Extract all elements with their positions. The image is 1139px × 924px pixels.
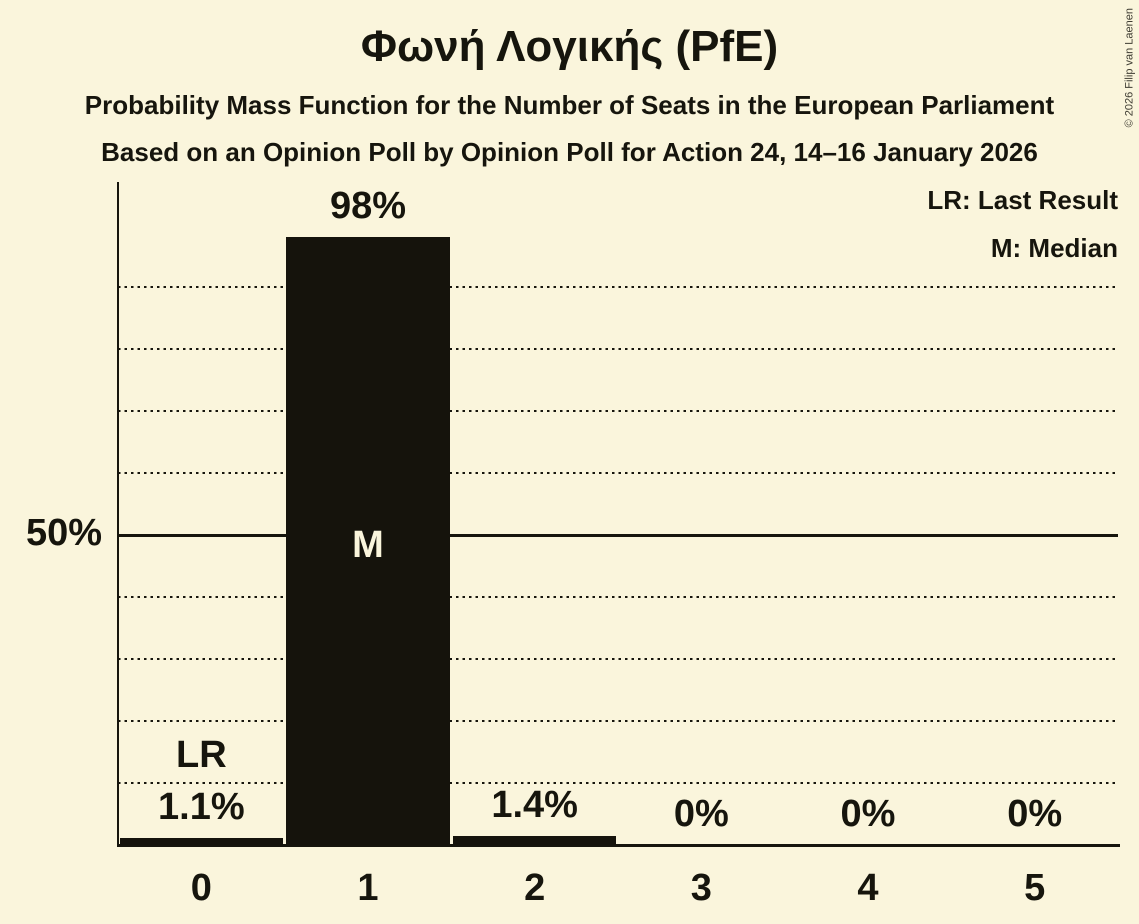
bar-value-label-0: 1.1%	[158, 786, 245, 829]
gridline-90pct	[118, 286, 1118, 288]
legend: LR: Last Result M: Median	[927, 176, 1118, 272]
bar-seats-2	[452, 836, 617, 845]
x-axis-tick-label-1: 1	[357, 867, 379, 909]
median-marker: M	[352, 524, 384, 567]
gridline-30pct	[118, 658, 1118, 660]
gridline-50pct	[118, 534, 1118, 537]
gridline-40pct	[118, 596, 1118, 598]
bar-seats-1	[286, 237, 450, 845]
x-axis-tick-label-5: 5	[1024, 867, 1046, 909]
bar-value-label-2: 1.4%	[491, 784, 578, 827]
legend-last-result: LR: Last Result	[927, 185, 1118, 215]
bar-value-label-4: 0%	[840, 793, 896, 835]
chart-subtitle: Probability Mass Function for the Number…	[84, 90, 1055, 120]
x-axis-tick-label-4: 4	[857, 867, 879, 909]
x-axis-tick-label-0: 0	[190, 867, 212, 909]
bar-value-label-3: 0%	[673, 793, 729, 835]
bar-seats-0	[119, 838, 284, 845]
y-axis-tick-label-50: 50%	[25, 512, 102, 554]
chart-title: Φωνή Λογικής (PfE)	[360, 22, 779, 71]
gridline-80pct	[118, 348, 1118, 350]
x-axis-line	[116, 843, 1120, 847]
chart-source-line: Based on an Opinion Poll by Opinion Poll…	[101, 137, 1038, 167]
x-axis-tick-label-3: 3	[690, 867, 712, 909]
gridline-70pct	[118, 410, 1118, 412]
bar-value-label-5: 0%	[1007, 793, 1063, 835]
legend-median: M: Median	[990, 233, 1118, 263]
gridline-20pct	[118, 720, 1118, 722]
last-result-marker: LR	[176, 734, 227, 777]
gridline-10pct	[118, 782, 1118, 784]
gridline-60pct	[118, 472, 1118, 474]
y-axis-line	[116, 182, 119, 847]
x-axis-tick-label-2: 2	[524, 867, 546, 909]
bar-value-label-1: 98%	[329, 185, 407, 228]
